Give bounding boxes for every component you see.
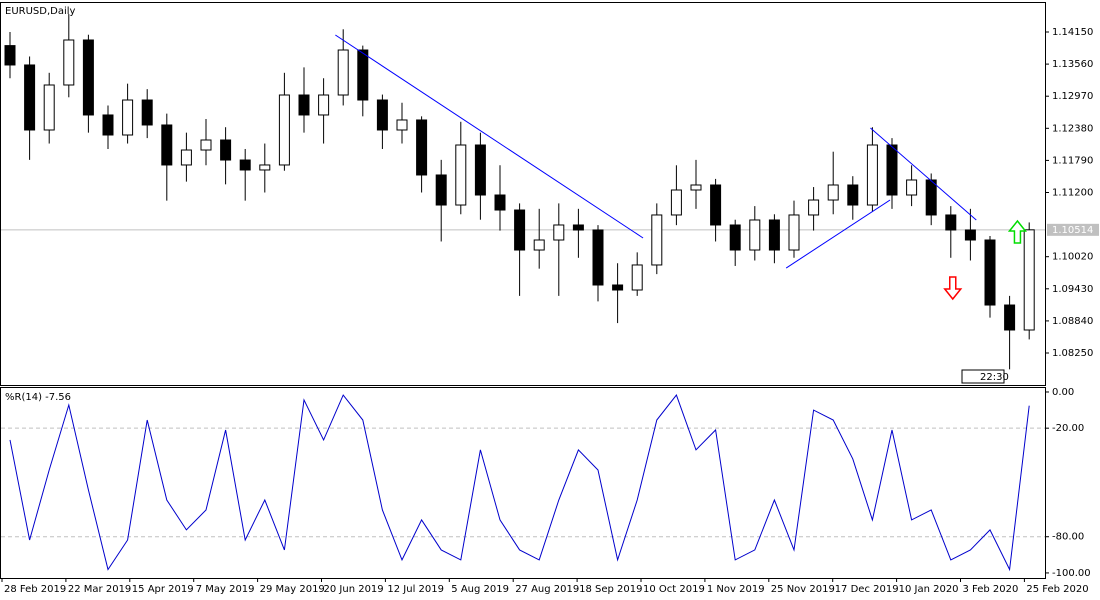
indicator-panel: [0, 387, 1046, 579]
indicator-y-tick-label: -100.00: [1052, 568, 1091, 579]
y-tick-label: 1.08250: [1052, 348, 1093, 359]
x-tick-label: 28 Feb 2019: [4, 584, 66, 595]
time-label: 22:30: [980, 372, 1009, 383]
candle-body: [651, 214, 663, 266]
candle-body: [631, 264, 643, 291]
candle-body: [239, 159, 251, 171]
candle-body: [964, 229, 976, 241]
x-tick-label: 25 Nov 2019: [771, 584, 835, 595]
candle-body: [141, 99, 153, 126]
candle-body: [298, 94, 310, 116]
candle-body: [122, 99, 134, 136]
x-tick-label: 18 Sep 2019: [579, 584, 642, 595]
x-tick-label: 1 Nov 2019: [707, 584, 765, 595]
candle-body: [357, 49, 369, 101]
candle-body: [318, 94, 330, 116]
candle-body: [4, 45, 16, 66]
candle-body: [710, 184, 722, 226]
x-tick-label: 5 Aug 2019: [451, 584, 509, 595]
trendline: [335, 34, 644, 239]
candle-body: [572, 224, 584, 231]
x-tick-label: 10 Oct 2019: [643, 584, 705, 595]
candle-body: [435, 174, 447, 206]
candle-body: [533, 239, 545, 251]
x-tick-label: 17 Dec 2019: [835, 584, 899, 595]
y-tick-label: 1.14150: [1052, 27, 1093, 38]
current-price-box: [1047, 223, 1099, 236]
chart-title: EURUSD,Daily: [5, 6, 76, 17]
time-box: [961, 369, 1005, 384]
y-tick-label: 1.11200: [1052, 188, 1093, 199]
candle-body: [592, 229, 604, 286]
candle-body: [63, 39, 75, 86]
candle-body: [906, 179, 918, 196]
candle-body: [553, 224, 565, 241]
indicator-y-tick-label: -20.00: [1052, 423, 1084, 434]
candle-body: [984, 239, 996, 306]
current-price-label: 1.10514: [1052, 225, 1093, 236]
candle-body: [886, 144, 898, 196]
x-tick-label: 15 Apr 2019: [132, 584, 194, 595]
candle-body: [24, 64, 36, 131]
candle-body: [259, 164, 271, 171]
candle-body: [866, 144, 878, 206]
candle-body: [455, 144, 467, 206]
candle-body: [768, 219, 780, 251]
y-tick-label: 1.11790: [1052, 155, 1093, 166]
signal-arrow: [1007, 219, 1028, 244]
candle-body: [337, 49, 349, 96]
trendline: [785, 199, 891, 269]
candle-body: [180, 149, 192, 166]
candle-body: [925, 179, 937, 216]
x-tick-label: 3 Feb 2020: [963, 584, 1019, 595]
candle-body: [1023, 229, 1035, 331]
candle-body: [612, 284, 624, 291]
candle-body: [670, 189, 682, 216]
y-tick-label: 1.09430: [1052, 284, 1093, 295]
x-tick-label: 27 Aug 2019: [515, 584, 579, 595]
candle-body: [376, 99, 388, 131]
candle-body: [102, 114, 114, 136]
x-tick-label: 12 Jul 2019: [387, 584, 444, 595]
candle-body: [474, 144, 486, 196]
candle-body: [514, 209, 526, 251]
candle-body: [690, 184, 702, 191]
candle-body: [43, 84, 55, 131]
price-panel: [0, 2, 1046, 386]
indicator-y-tick-label: 0.00: [1052, 387, 1074, 398]
candle-body: [749, 219, 761, 251]
y-tick-label: 1.10020: [1052, 252, 1093, 263]
signal-arrow: [943, 276, 963, 301]
indicator-title: %R(14) -7.56: [5, 392, 71, 403]
candle-body: [161, 124, 173, 166]
candle-body: [788, 214, 800, 251]
indicator-y-tick-label: -80.00: [1052, 532, 1084, 543]
y-tick-label: 1.12380: [1052, 123, 1093, 134]
candle-body: [494, 194, 506, 211]
x-tick-label: 25 Feb 2020: [1026, 584, 1088, 595]
candle-body: [200, 139, 212, 151]
x-tick-label: 7 May 2019: [196, 584, 255, 595]
candle-body: [396, 119, 408, 131]
x-tick-label: 10 Jan 2020: [899, 584, 959, 595]
candle-body: [729, 224, 741, 251]
trendline: [870, 127, 977, 221]
candle-body: [1004, 304, 1016, 331]
indicator-line: [9, 394, 1030, 572]
y-tick-label: 1.13560: [1052, 59, 1093, 70]
candle-body: [220, 139, 232, 161]
x-tick-label: 22 Mar 2019: [68, 584, 131, 595]
candle-body: [945, 214, 957, 231]
candle-body: [82, 39, 94, 116]
y-tick-label: 1.08840: [1052, 316, 1093, 327]
y-tick-label: 1.12970: [1052, 91, 1093, 102]
candle-body: [808, 199, 820, 216]
x-tick-label: 29 May 2019: [260, 584, 325, 595]
candle-body: [278, 94, 290, 166]
candle-body: [847, 184, 859, 206]
x-tick-label: 20 Jun 2019: [324, 584, 384, 595]
candle-body: [416, 119, 428, 176]
candle-body: [827, 184, 839, 201]
